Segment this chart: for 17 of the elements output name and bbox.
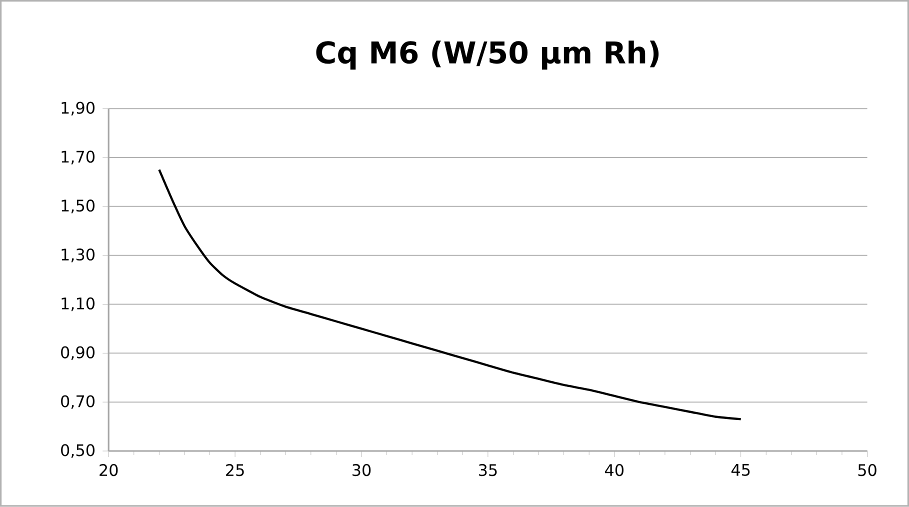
- y-tick-label: 0,50: [61, 444, 95, 458]
- y-tick-label: 1,70: [62, 150, 95, 164]
- x-tick-label: 50: [858, 464, 876, 476]
- x-tick-label: 35: [479, 464, 497, 476]
- x-tick-label: 30: [352, 464, 371, 476]
- chart-title: Cq M6 (W/50 µm Rh): [316, 40, 659, 70]
- y-tick-label: 1,30: [62, 248, 95, 262]
- y-tick-label: 0,90: [61, 346, 95, 360]
- x-tick-label: 40: [605, 464, 624, 476]
- x-tick-label: 25: [226, 464, 244, 476]
- y-tick-label: 1,50: [62, 200, 95, 214]
- y-tick-label: 1,90: [62, 102, 95, 116]
- y-tick-label: 1,10: [62, 298, 95, 312]
- x-tick-label: 45: [731, 464, 750, 476]
- line-series: [158, 168, 742, 420]
- x-tick-label: 20: [100, 464, 118, 476]
- y-tick-label: 0,70: [61, 395, 95, 410]
